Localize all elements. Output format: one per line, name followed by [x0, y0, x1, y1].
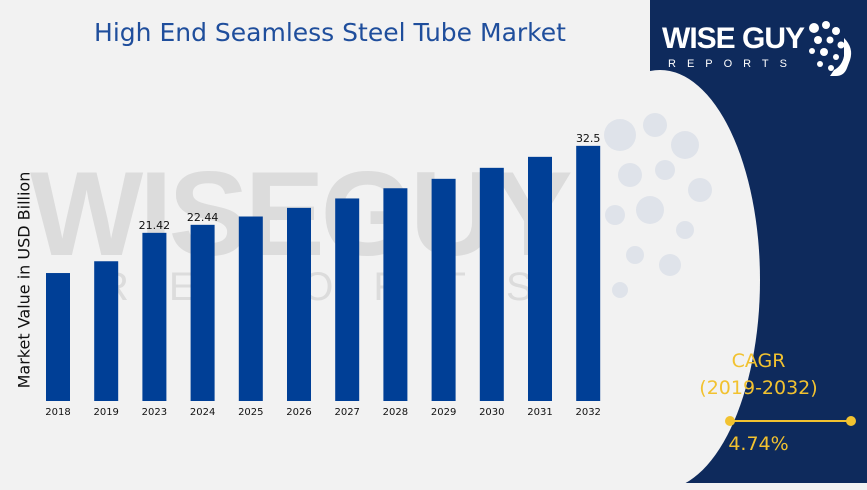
bar-2025 — [238, 216, 263, 401]
bar-2026 — [287, 207, 311, 401]
cagr-value: 4.74% — [728, 433, 789, 455]
x-tick-label: 2032 — [575, 407, 600, 418]
bar-2019 — [94, 261, 119, 401]
data-label: 22.44 — [187, 211, 219, 224]
x-tick-label: 2019 — [93, 407, 118, 418]
cagr-divider — [730, 420, 850, 422]
x-tick-label: 2031 — [527, 407, 552, 418]
bar-2024 — [190, 224, 215, 401]
cagr-label: CAGR — [731, 350, 786, 372]
x-tick-label: 2025 — [238, 407, 263, 418]
bar-2031 — [528, 156, 552, 401]
bar-2028 — [383, 188, 408, 401]
bar-2029 — [431, 178, 456, 401]
brand-name: WISE GUY — [662, 22, 805, 55]
x-tick-label: 2018 — [45, 407, 70, 418]
x-tick-label: 2027 — [334, 407, 359, 418]
x-tick-label: 2024 — [190, 407, 215, 418]
cagr-period: (2019-2032) — [699, 377, 818, 399]
x-tick-label: 2026 — [286, 407, 311, 418]
head-icon — [809, 21, 852, 76]
bar-2023 — [142, 232, 167, 401]
head-watermark-icon — [604, 113, 712, 298]
x-tick-label: 2023 — [142, 407, 167, 418]
bar-2027 — [335, 198, 360, 401]
data-label: 32.5 — [576, 132, 601, 145]
bar-2018 — [46, 273, 70, 401]
brand-logo: WISE GUY REPORTS — [662, 22, 862, 82]
x-tick-label: 2028 — [383, 407, 408, 418]
bar-2032 — [576, 145, 601, 401]
brand-sub: REPORTS — [668, 58, 798, 70]
x-tick-label: 2029 — [431, 407, 456, 418]
x-tick-label: 2030 — [479, 407, 504, 418]
data-label: 21.42 — [139, 219, 171, 232]
bar-chart: 2018 2019 2023 21.42 2024 22.44 2025 2026 2027 20… — [45, 132, 601, 418]
cagr-divider-dot-left — [725, 416, 735, 426]
cagr-divider-dot-right — [846, 416, 856, 426]
chart-title: High End Seamless Steel Tube Market — [94, 18, 566, 47]
bar-2030 — [479, 167, 504, 401]
